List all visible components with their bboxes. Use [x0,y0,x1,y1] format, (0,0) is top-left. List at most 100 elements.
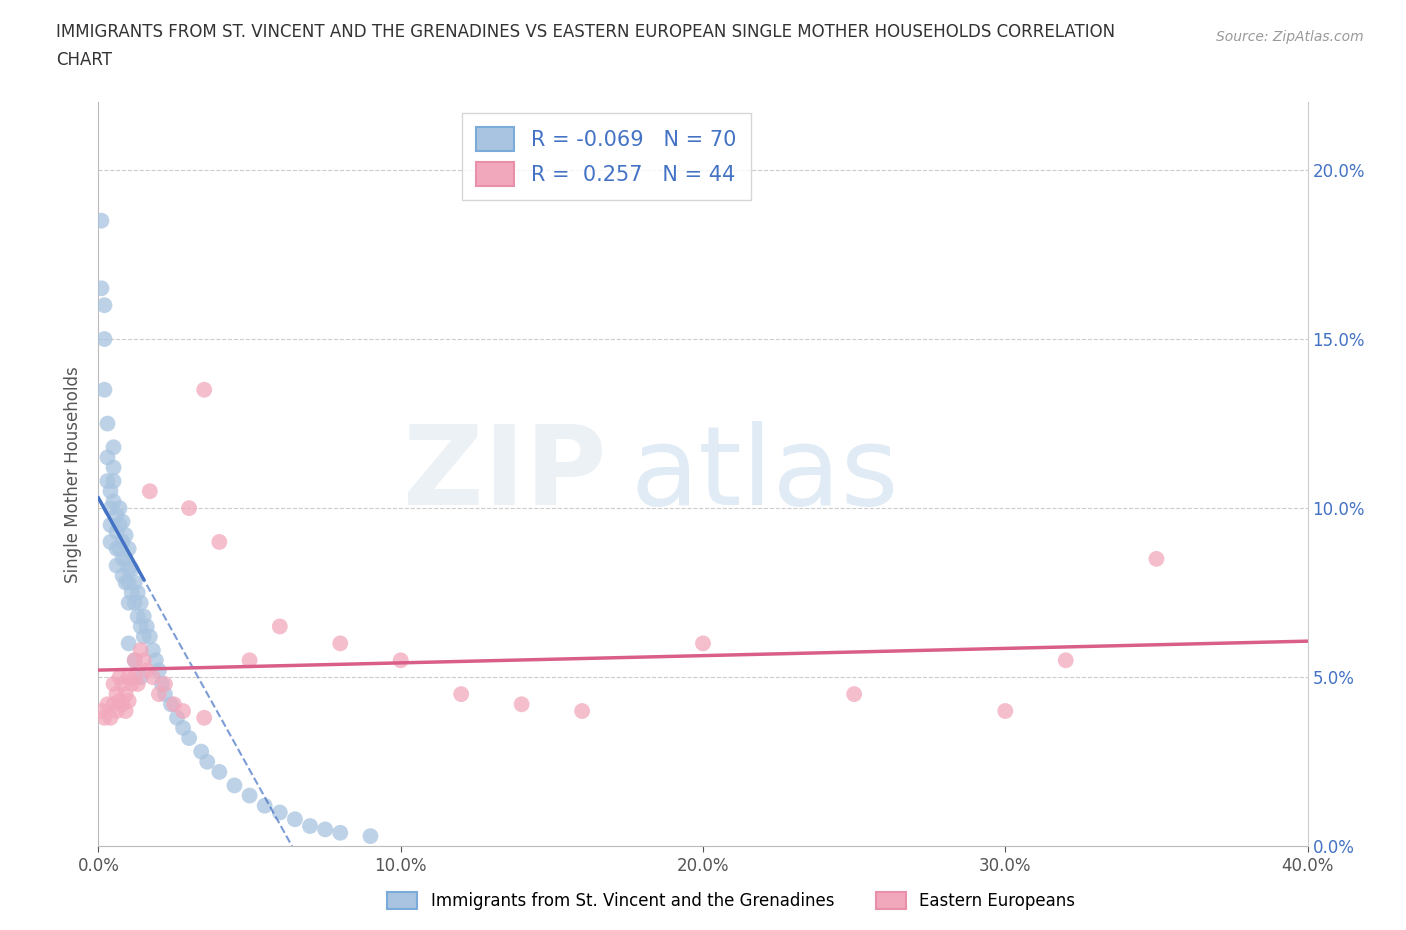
Point [224,778,246,793]
Point [153,676,176,691]
Point [114,704,136,719]
Point [111,568,134,583]
Point [127,676,149,691]
Point [118,636,141,651]
Point [118,541,141,556]
Point [132,609,155,624]
Point [124,595,146,610]
Point [145,653,167,668]
Point [100,535,122,550]
Point [571,704,593,719]
Point [132,653,155,668]
Point [329,825,352,840]
Point [105,541,128,556]
Point [100,711,122,725]
Point [103,440,125,455]
Point [139,484,162,498]
Point [692,636,714,651]
Point [111,551,134,566]
Point [103,676,125,691]
Point [166,711,188,725]
Text: atlas: atlas [630,420,898,528]
Point [269,619,291,634]
Point [108,518,131,533]
Legend: Immigrants from St. Vincent and the Grenadines, Eastern Europeans: Immigrants from St. Vincent and the Gren… [381,885,1081,917]
Point [329,636,352,651]
Point [105,525,128,539]
Point [90,213,112,228]
Legend: R = -0.069   N = 70, R =  0.257   N = 44: R = -0.069 N = 70, R = 0.257 N = 44 [463,113,751,201]
Point [284,812,307,827]
Point [103,460,125,475]
Text: ZIP: ZIP [404,420,606,528]
Point [118,595,141,610]
Point [148,686,170,701]
Point [129,595,152,610]
Point [314,822,336,837]
Point [114,686,136,701]
Point [179,500,201,515]
Point [1054,653,1077,668]
Point [121,585,143,600]
Point [118,694,141,709]
Point [114,551,136,566]
Point [172,704,194,719]
Text: Source: ZipAtlas.com: Source: ZipAtlas.com [1216,30,1364,44]
Point [994,704,1017,719]
Point [114,575,136,590]
Point [844,686,866,701]
Point [111,697,134,711]
Point [135,619,157,634]
Point [129,619,152,634]
Point [100,500,122,515]
Point [450,686,472,701]
Point [127,609,149,624]
Point [96,697,118,711]
Point [360,829,382,844]
Point [111,514,134,529]
Point [96,450,118,465]
Point [100,484,122,498]
Point [150,676,173,691]
Point [163,697,186,711]
Point [193,382,215,397]
Point [160,697,183,711]
Point [111,676,134,691]
Point [108,541,131,556]
Point [118,670,141,684]
Point [124,670,146,684]
Point [148,663,170,678]
Point [179,731,201,746]
Point [153,686,176,701]
Point [96,473,118,488]
Point [193,711,215,725]
Point [93,711,115,725]
Point [132,630,155,644]
Point [142,670,165,684]
Point [93,382,115,397]
Point [129,643,152,658]
Point [139,630,162,644]
Point [108,670,131,684]
Point [108,500,131,515]
Point [93,298,115,312]
Point [129,670,152,684]
Point [208,535,231,550]
Point [299,818,322,833]
Point [510,697,533,711]
Point [135,663,157,678]
Y-axis label: Single Mother Households: Single Mother Households [65,365,83,583]
Point [114,527,136,542]
Point [124,653,146,668]
Point [105,508,128,523]
Point [111,535,134,550]
Point [103,494,125,509]
Point [93,332,115,347]
Point [103,697,125,711]
Point [103,473,125,488]
Point [195,754,218,769]
Point [96,416,118,431]
Point [124,653,146,668]
Point [124,575,146,590]
Point [90,281,112,296]
